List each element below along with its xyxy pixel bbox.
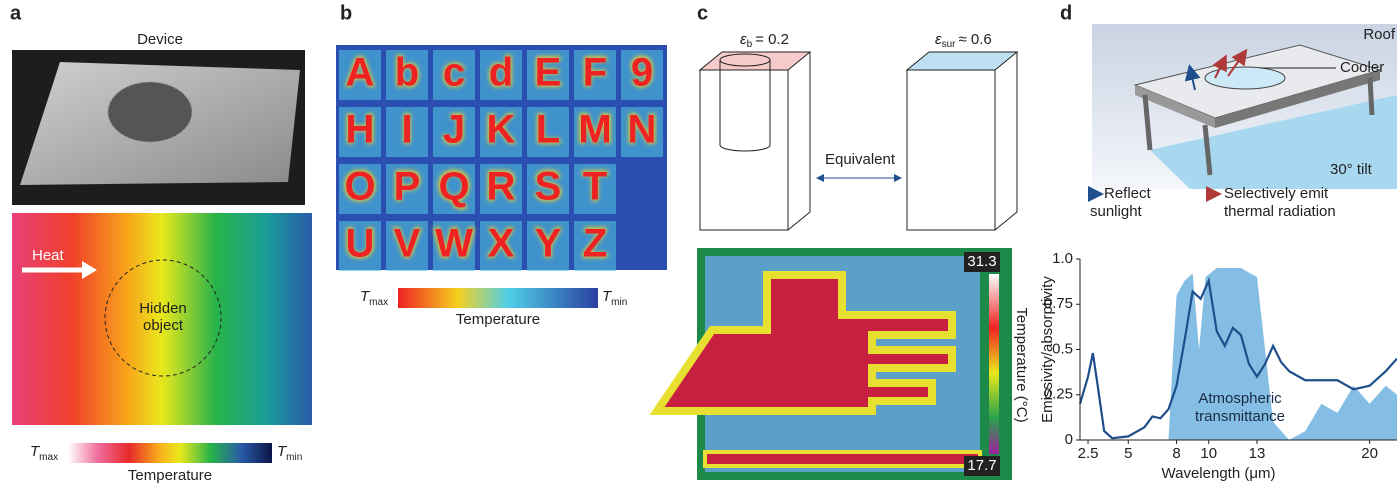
letter: Z	[583, 222, 607, 266]
cooler-label: Cooler	[1340, 59, 1384, 76]
letter: U	[346, 222, 375, 266]
letter: X	[488, 222, 515, 266]
letter: T	[583, 165, 607, 209]
block-right	[907, 52, 1017, 230]
colorbar-max: Tmax	[30, 443, 58, 463]
letter: N	[628, 108, 657, 152]
roof-label: Roof	[1363, 26, 1396, 43]
letter: J	[443, 108, 465, 152]
panel-label: d	[1060, 2, 1072, 24]
letter: M	[578, 108, 611, 152]
x-tick-label: 13	[1249, 445, 1266, 462]
sub: max	[39, 452, 58, 463]
letter: Q	[438, 165, 469, 209]
annotation-box: Atmospheric transmittance	[1180, 390, 1300, 430]
letter: b	[395, 51, 419, 95]
colorbar-min: Tmin	[277, 443, 302, 463]
x-tick-label: 10	[1200, 445, 1217, 462]
letter: S	[535, 165, 562, 209]
letter: H	[346, 108, 375, 152]
val: = 0.2	[755, 31, 789, 48]
letter: I	[401, 108, 412, 152]
sub: max	[369, 297, 388, 308]
x-axis-title: Wavelength (μm)	[1162, 465, 1276, 482]
object-label-box: Hidden object	[118, 300, 208, 340]
sub: b	[747, 39, 753, 50]
heat-label: Heat	[32, 247, 65, 264]
emissivity-right: εsur≈ 0.6	[935, 31, 992, 50]
cooler	[1205, 67, 1285, 89]
emissivity-left: εb= 0.2	[740, 31, 789, 50]
letter: d	[489, 51, 513, 95]
colorbar-max: Tmax	[360, 288, 388, 308]
legend-label: Reflect	[1104, 185, 1152, 202]
letter: Y	[535, 222, 562, 266]
sub: sur	[942, 39, 957, 50]
figure: a Device Heat Hidden object Tmax Tmin Te…	[0, 0, 1397, 484]
x-tick-label: 5	[1124, 445, 1132, 462]
object-label: Hidden object	[118, 300, 208, 334]
colorbar	[989, 274, 999, 454]
letter: L	[536, 108, 560, 152]
colorbar-max: 31.3	[967, 253, 996, 270]
panel-label: b	[340, 2, 352, 24]
letter: c	[443, 51, 465, 95]
panel-label: c	[697, 2, 708, 24]
colorbar	[68, 443, 272, 463]
sub: min	[611, 297, 627, 308]
panel-title: Device	[137, 31, 183, 48]
annotation: Atmospheric transmittance	[1180, 390, 1300, 426]
roof-leg	[1370, 78, 1372, 115]
colorbar-title: Temperature (°C)	[1013, 307, 1030, 422]
tilt-label: 30° tilt	[1330, 161, 1373, 178]
chart: 00.250.50.751.02.558101320Wavelength (μm…	[1039, 250, 1397, 482]
sub: min	[286, 452, 302, 463]
letter: O	[344, 165, 375, 209]
letter: R	[487, 165, 516, 209]
panel-label: a	[10, 2, 22, 24]
x-tick-label: 8	[1172, 445, 1180, 462]
letter: W	[435, 222, 473, 266]
letter: A	[346, 51, 375, 95]
y-tick-label: 0	[1065, 431, 1073, 448]
equivalent-label: Equivalent	[825, 151, 896, 168]
letter: F	[583, 51, 607, 95]
colorbar-min: 17.7	[967, 457, 996, 474]
y-axis-title: Emissivity/absorptivity	[1039, 276, 1056, 423]
colorbar-title: Temperature	[456, 311, 540, 328]
colorbar-min: Tmin	[602, 288, 627, 308]
colorbar	[398, 288, 598, 308]
letter: K	[487, 108, 516, 152]
x-tick-label: 20	[1361, 445, 1378, 462]
letter: E	[535, 51, 562, 95]
colorbar-title: Temperature	[128, 467, 212, 484]
letter: V	[394, 222, 421, 266]
legend-label: sunlight	[1090, 203, 1143, 220]
block-left	[700, 52, 810, 230]
device-dome	[108, 82, 192, 142]
x-tick-label: 2.5	[1078, 445, 1099, 462]
legend-label: thermal radiation	[1224, 203, 1336, 220]
page: {"panels": { "a": {"label": "a", "title"…	[0, 0, 1397, 484]
y-tick-label: 1.0	[1052, 250, 1073, 267]
letter: P	[394, 165, 421, 209]
thermal-strip	[705, 452, 980, 466]
val: ≈ 0.6	[959, 31, 992, 48]
letter: 9	[631, 51, 653, 95]
legend-label: Selectively emit	[1224, 185, 1329, 202]
